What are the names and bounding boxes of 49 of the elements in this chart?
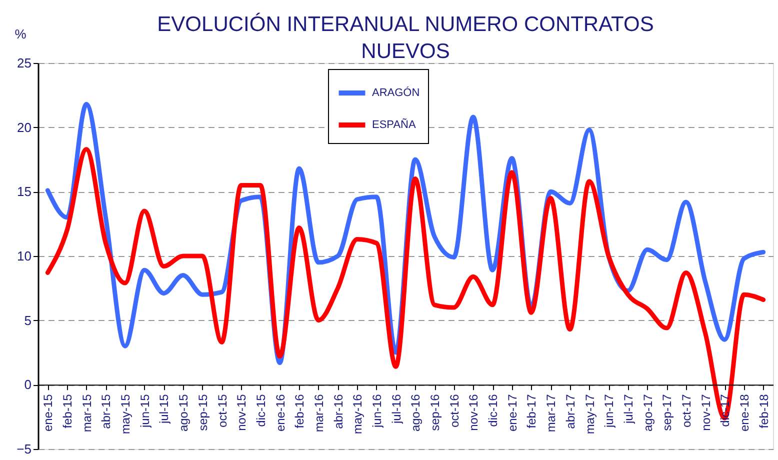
x-tick-label: ago-16	[408, 394, 423, 432]
x-tick-label: jun-15	[138, 394, 152, 429]
y-tick-label: 5	[24, 312, 32, 328]
x-tick-label: may-17	[582, 394, 597, 434]
y-axis-title: %	[14, 26, 27, 42]
x-tick-label: jul-15	[157, 394, 172, 425]
x-tick-label: nov-15	[234, 394, 249, 431]
x-tick-label: jul-17	[621, 394, 636, 425]
x-tick-label: may-15	[118, 394, 133, 434]
x-tick-label: mar-17	[544, 394, 558, 432]
legend-label: ARAGÓN	[372, 86, 420, 99]
y-tick-label: 20	[17, 120, 32, 135]
x-tick-label: sep-15	[196, 394, 210, 431]
x-tick-label: abr-17	[563, 394, 578, 429]
x-tick-label: sep-16	[428, 394, 442, 431]
x-tick-label: jun-17	[602, 394, 616, 429]
x-tick-label: oct-17	[679, 394, 694, 428]
x-tick-label: feb-15	[60, 394, 75, 428]
x-tick-label: may-16	[350, 394, 365, 434]
x-tick-label: ene-18	[737, 394, 752, 432]
y-tick-label: 15	[17, 184, 32, 200]
x-tick-label: ago-17	[640, 394, 655, 432]
x-tick-label: abr-16	[331, 394, 346, 429]
x-tick-label: dic-17	[718, 394, 732, 427]
x-tick-label: sep-17	[660, 394, 674, 431]
x-tick-label: ene-16	[273, 394, 288, 432]
x-tick-label: ago-15	[176, 394, 191, 432]
x-tick-label: jun-16	[370, 394, 384, 429]
x-tick-label: feb-16	[292, 394, 307, 428]
x-tick-label: feb-18	[756, 394, 771, 428]
x-tick-label: oct-16	[447, 394, 462, 428]
x-tick-label: abr-15	[99, 394, 114, 429]
x-tick-label: mar-16	[312, 394, 326, 432]
chart-title: EVOLUCIÓN INTERANUAL NUMERO CONTRATOS NUEVOS	[157, 12, 654, 63]
x-tick-label: jul-16	[389, 394, 404, 425]
x-tick-label: dic-16	[486, 394, 500, 427]
x-tick-label: nov-17	[698, 394, 713, 431]
x-tick-label: ene-15	[41, 394, 56, 432]
x-tick-label: feb-17	[524, 394, 539, 428]
y-tick-label: −5	[16, 442, 32, 456]
y-tick-label: 25	[17, 56, 32, 70]
x-tick-label: nov-16	[466, 394, 481, 431]
legend-label: ESPAÑA	[372, 118, 416, 131]
x-tick-label: ene-17	[505, 394, 520, 432]
y-tick-label: 0	[24, 377, 32, 392]
x-tick-label: mar-15	[80, 394, 94, 432]
y-tick-label: 10	[17, 248, 32, 264]
x-tick-label: dic-15	[254, 394, 268, 427]
x-tick-label: oct-15	[215, 394, 230, 428]
